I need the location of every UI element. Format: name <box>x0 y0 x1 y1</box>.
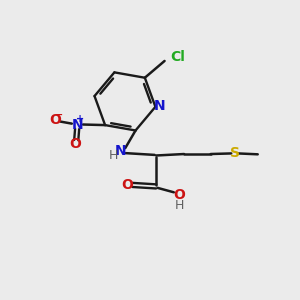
Text: −: − <box>55 110 63 120</box>
Text: N: N <box>115 144 127 158</box>
Text: O: O <box>121 178 133 192</box>
Text: N: N <box>154 99 166 113</box>
Text: O: O <box>49 113 61 127</box>
Text: N: N <box>71 118 83 131</box>
Text: Cl: Cl <box>170 50 185 64</box>
Text: H: H <box>109 149 118 162</box>
Text: +: + <box>76 114 84 124</box>
Text: S: S <box>230 146 240 161</box>
Text: O: O <box>70 137 82 151</box>
Text: O: O <box>173 188 185 202</box>
Text: H: H <box>174 199 184 212</box>
